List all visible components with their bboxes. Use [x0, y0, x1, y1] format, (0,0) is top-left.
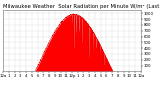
Text: Milwaukee Weather  Solar Radiation per Minute W/m² (Last 24 Hours): Milwaukee Weather Solar Radiation per Mi… [3, 4, 160, 9]
